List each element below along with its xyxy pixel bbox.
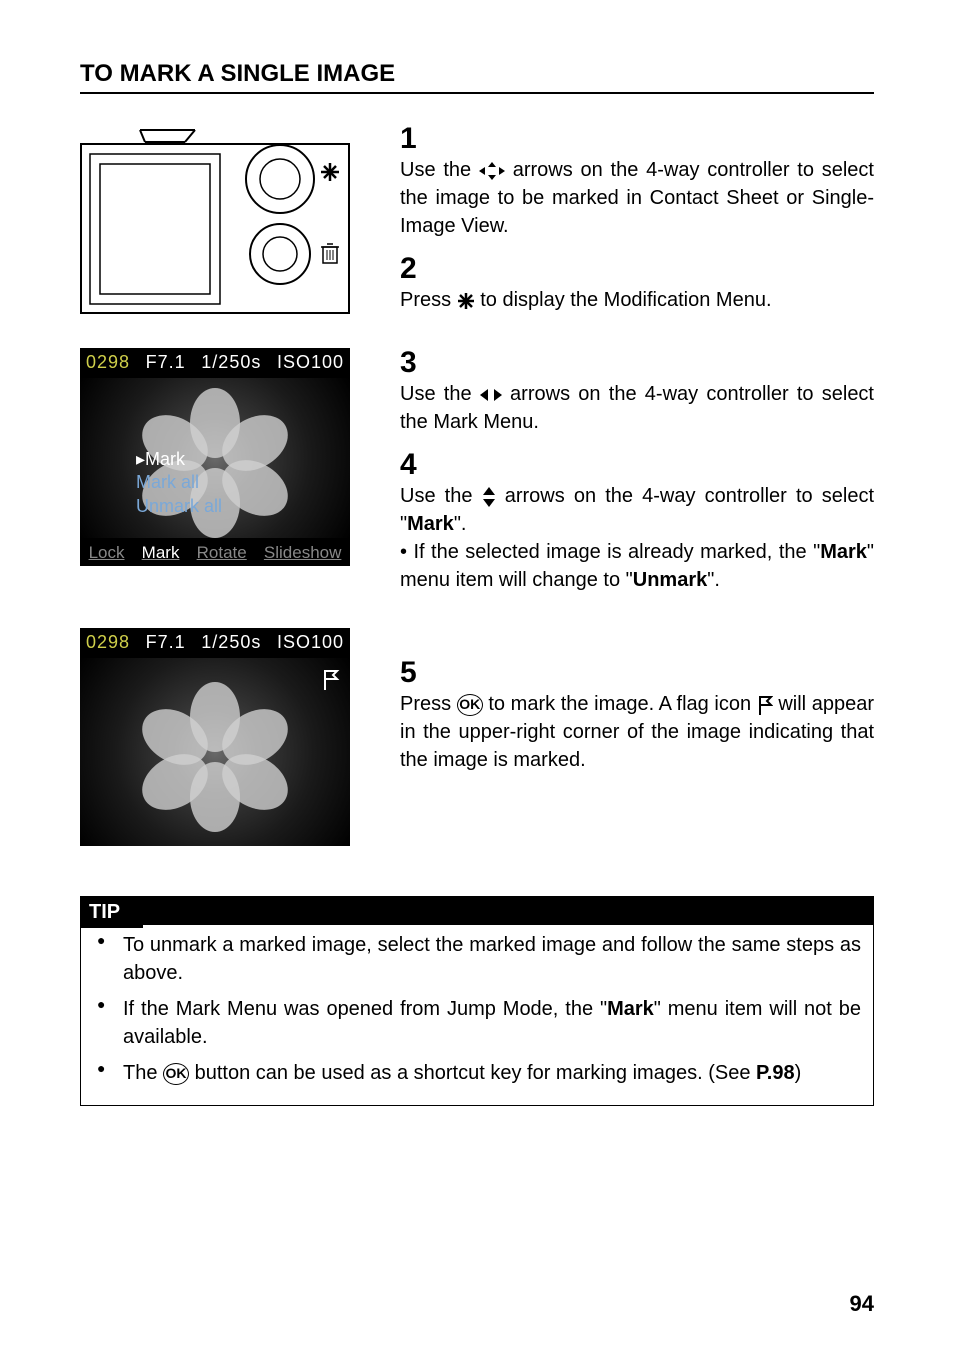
tip-2-pre: If the Mark Menu was opened from Jump Mo…: [123, 998, 607, 1020]
row-step-5: 0298 F7.1 1/250s ISO100 5: [80, 628, 874, 846]
menu-item-unmark-all: Unmark all: [136, 495, 222, 518]
step-2-post: to display the Modification Menu.: [475, 289, 772, 311]
lcd-aperture: F7.1: [146, 352, 186, 373]
step-1-number: 1: [400, 124, 874, 154]
ok-button-icon: OK: [457, 694, 483, 716]
tip-3-ref: P.98: [756, 1062, 795, 1084]
lcd-mark-menu: ▸Mark Mark all Unmark all: [136, 448, 222, 518]
step-2-text: Press to display the Modification Menu.: [400, 286, 874, 314]
step-4-bullet-pre: • If the selected image is already marke…: [400, 541, 820, 563]
flag-icon: [757, 695, 773, 715]
lcd-iso: ISO100: [277, 352, 344, 373]
menu-item-mark: ▸Mark: [136, 448, 222, 471]
step-3-text: Use the arrows on the 4-way controller t…: [400, 380, 874, 436]
step-5-number: 5: [400, 658, 874, 688]
lcd-menu-container: 0298 F7.1 1/250s ISO100 ▸Mark Mark all U…: [80, 348, 370, 566]
lcd-counter: 0298: [86, 352, 130, 373]
lcd-counter-2: 0298: [86, 632, 130, 653]
tab-slideshow: Slideshow: [264, 543, 342, 563]
tip-item-3: The OK button can be used as a shortcut …: [117, 1059, 861, 1087]
tip-3-pre: The: [123, 1062, 163, 1084]
step-4-mark2: Mark: [820, 541, 867, 563]
tip-item-1-text: To unmark a marked image, select the mar…: [123, 934, 861, 984]
left-right-arrows-icon: [480, 388, 502, 402]
step-3-pre: Use the: [400, 383, 480, 405]
steps-1-2-text: 1 Use the arrows on the 4-way controller…: [400, 124, 874, 328]
lcd-topbar: 0298 F7.1 1/250s ISO100: [80, 348, 350, 377]
up-down-arrows-icon: [482, 487, 496, 507]
tip-box: TIP To unmark a marked image, select the…: [80, 896, 874, 1106]
step-4-unmark: Unmark: [633, 569, 707, 591]
step-5-mid: to mark the image. A flag icon: [483, 693, 757, 715]
step-4-text: Use the arrows on the 4-way controller t…: [400, 482, 874, 594]
lcd-flag-container: 0298 F7.1 1/250s ISO100: [80, 628, 370, 846]
menu-item-mark-all: Mark all: [136, 471, 222, 494]
ok-button-icon-2: OK: [163, 1063, 189, 1085]
lcd-tabs: Lock Mark Rotate Slideshow: [80, 543, 350, 563]
lcd-shutter-2: 1/250s: [201, 632, 261, 653]
camera-back-diagram: [80, 124, 350, 314]
step-4-mark: Mark: [407, 513, 454, 535]
flag-marker-icon: [322, 668, 340, 696]
row-steps-3-4: 0298 F7.1 1/250s ISO100 ▸Mark Mark all U…: [80, 348, 874, 608]
steps-3-4-text: 3 Use the arrows on the 4-way controller…: [400, 348, 874, 608]
four-way-arrows-icon: [479, 162, 505, 180]
tip-3-mid: button can be used as a shortcut key for…: [189, 1062, 756, 1084]
step-3-number: 3: [400, 348, 874, 378]
step-2-number: 2: [400, 254, 874, 284]
lcd-image-preview-2: [80, 658, 350, 846]
lcd-iso-2: ISO100: [277, 632, 344, 653]
step-5-text: Press OK to mark the image. A flag icon …: [400, 690, 874, 774]
tip-3-post: ): [795, 1062, 802, 1084]
lcd-shutter: 1/250s: [201, 352, 261, 373]
tab-lock: Lock: [89, 543, 125, 563]
asterisk-icon: [457, 292, 475, 310]
step-1-pre: Use the: [400, 159, 479, 181]
tip-header-row: TIP: [81, 897, 873, 925]
step-4-pre: Use the: [400, 485, 482, 507]
lcd-topbar-2: 0298 F7.1 1/250s ISO100: [80, 628, 350, 657]
lcd-screenshot-flagged: 0298 F7.1 1/250s ISO100: [80, 628, 350, 846]
tab-rotate: Rotate: [197, 543, 247, 563]
camera-diagram-container: [80, 124, 370, 319]
tip-2-mark: Mark: [607, 998, 654, 1020]
manual-page: TO MARK A SINGLE IMAGE: [0, 0, 954, 1357]
tab-mark: Mark: [142, 543, 180, 563]
tip-label: TIP: [81, 897, 143, 928]
page-number: 94: [850, 1291, 874, 1317]
menu-mark-label: Mark: [145, 449, 185, 469]
row-steps-1-2: 1 Use the arrows on the 4-way controller…: [80, 124, 874, 328]
step-5-pre: Press: [400, 693, 457, 715]
step-5-text-col: 5 Press OK to mark the image. A flag ico…: [400, 628, 874, 788]
lcd-screenshot-menu: 0298 F7.1 1/250s ISO100 ▸Mark Mark all U…: [80, 348, 350, 566]
tip-body: To unmark a marked image, select the mar…: [81, 925, 873, 1105]
step-4-number: 4: [400, 450, 874, 480]
step-4-post1: ".: [454, 513, 467, 535]
step-2-pre: Press: [400, 289, 457, 311]
section-heading: TO MARK A SINGLE IMAGE: [80, 60, 874, 94]
tip-item-2: If the Mark Menu was opened from Jump Mo…: [117, 995, 861, 1051]
step-4-bullet-post: ".: [707, 569, 720, 591]
tip-item-1: To unmark a marked image, select the mar…: [117, 931, 861, 987]
lcd-aperture-2: F7.1: [146, 632, 186, 653]
step-1-text: Use the arrows on the 4-way controller t…: [400, 156, 874, 240]
